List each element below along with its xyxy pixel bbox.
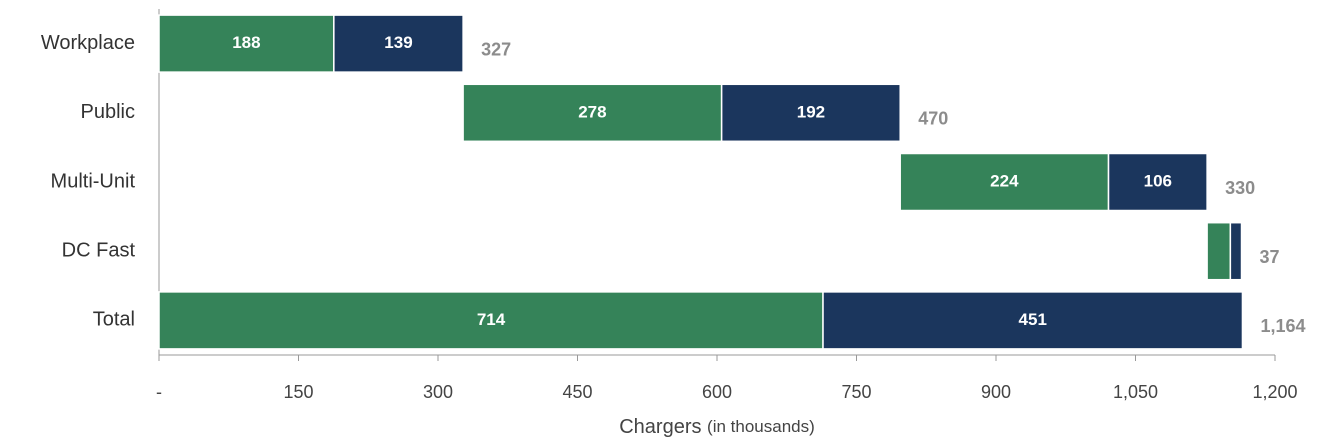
x-tick-label: 900 xyxy=(981,382,1011,402)
segment-label: 188 xyxy=(232,33,260,52)
bar-segment xyxy=(822,291,1244,350)
bar-segment xyxy=(720,83,901,143)
x-tick-label: 450 xyxy=(562,382,592,402)
bar-segment xyxy=(1229,221,1243,281)
category-label: Workplace xyxy=(41,32,135,54)
x-tick-label: 750 xyxy=(841,382,871,402)
segment-label: 106 xyxy=(1144,171,1172,190)
segment-label: 278 xyxy=(578,102,606,121)
x-axis-note: (in thousands) xyxy=(707,417,815,436)
segment-label: 714 xyxy=(477,310,506,329)
total-label: 330 xyxy=(1225,178,1255,198)
segment-label: 139 xyxy=(384,33,412,52)
total-label: 37 xyxy=(1260,247,1280,267)
x-tick-label: 300 xyxy=(423,382,453,402)
x-tick-label: 150 xyxy=(283,382,313,402)
category-label: DC Fast xyxy=(62,239,136,261)
segment-label: 224 xyxy=(990,171,1019,190)
total-label: 327 xyxy=(481,39,511,59)
x-axis-label: Chargers (in thousands) xyxy=(619,416,815,438)
bar-segment xyxy=(899,152,1110,212)
x-tick-label: 600 xyxy=(702,382,732,402)
category-label: Multi-Unit xyxy=(51,170,136,192)
bar-segment xyxy=(158,14,335,73)
bar-segment xyxy=(1206,221,1232,281)
bar-segment xyxy=(1107,152,1208,212)
bar-segment xyxy=(333,14,464,73)
segment-label: 451 xyxy=(1019,310,1047,329)
category-label: Public xyxy=(81,101,135,123)
x-axis-title: Chargers xyxy=(619,416,701,438)
segment-label: 192 xyxy=(797,102,825,121)
category-label: Total xyxy=(93,309,135,331)
total-label: 1,164 xyxy=(1260,316,1305,336)
x-tick-label: - xyxy=(156,382,162,402)
bar-segment xyxy=(158,291,824,350)
x-tick-label: 1,200 xyxy=(1252,382,1297,402)
total-label: 470 xyxy=(918,109,948,129)
x-tick-label: 1,050 xyxy=(1113,382,1158,402)
